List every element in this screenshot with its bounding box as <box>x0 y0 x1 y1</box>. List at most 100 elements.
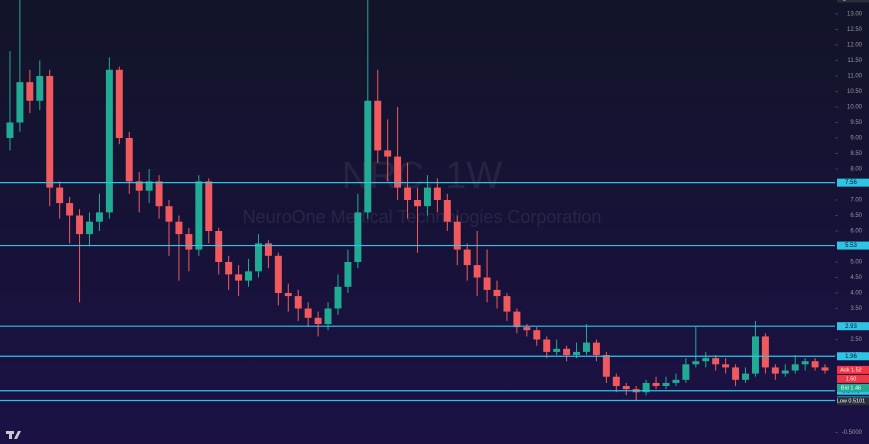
candle-body <box>801 361 809 365</box>
price-badge-label: Bid 1.46 <box>841 385 861 391</box>
y-tick-label: 10.50 <box>847 89 863 95</box>
y-tick-label: 6.00 <box>850 229 862 235</box>
candle-body <box>414 199 421 207</box>
candle-body <box>503 296 511 312</box>
candle-body <box>672 379 680 383</box>
candle-body <box>354 212 362 262</box>
candle-body <box>493 289 501 297</box>
price-badge <box>837 383 869 392</box>
candle-body <box>602 355 610 377</box>
candle-body <box>16 82 24 123</box>
candle-body <box>443 199 451 222</box>
candle-body <box>732 367 740 380</box>
candle-body <box>344 261 352 287</box>
level-label: 5.53 <box>845 243 857 249</box>
candle-body <box>453 221 461 250</box>
candle-body <box>513 311 521 328</box>
y-tick-label: 9.50 <box>850 120 862 126</box>
candle-body <box>135 181 143 191</box>
candle-body <box>662 382 670 387</box>
y-tick-label: 8.50 <box>850 151 862 157</box>
candle-body <box>592 342 600 356</box>
candle-body <box>284 293 292 297</box>
y-tick-label: 3.50 <box>850 306 862 312</box>
candle-body <box>145 181 153 191</box>
candle-body <box>573 351 581 356</box>
candle-body <box>254 243 262 272</box>
level-badge <box>837 241 869 250</box>
candle-body <box>394 156 402 188</box>
candle-body <box>205 181 213 231</box>
candle-body <box>433 187 441 200</box>
candle-body <box>702 358 710 362</box>
level-badge <box>837 178 869 187</box>
candle-body <box>235 274 243 281</box>
candle-body <box>185 234 193 250</box>
price-badge-label: High 13.50 <box>838 0 865 2</box>
candle-body <box>324 308 332 325</box>
candle-body <box>76 215 84 235</box>
y-tick-label: 11.00 <box>847 74 862 80</box>
y-tick-label: 6.50 <box>850 213 862 219</box>
candle-body <box>105 69 113 213</box>
candle-body <box>533 330 541 340</box>
price-badge-label: Ask 1.52 <box>840 367 861 373</box>
candle-body <box>225 261 233 275</box>
candle-body <box>463 249 471 266</box>
candle-body <box>36 75 44 101</box>
y-tick-label: 12.50 <box>847 27 863 33</box>
candle-body <box>811 361 819 368</box>
tv-logo <box>6 431 21 439</box>
candle-body <box>682 364 690 380</box>
candle-body <box>334 286 342 309</box>
candle-body <box>264 243 272 256</box>
level-badge <box>837 322 869 331</box>
y-tick-label: 11.50 <box>847 58 862 64</box>
candle-body <box>582 342 590 352</box>
level-label: 1.96 <box>845 354 857 360</box>
watermark-subtitle: NeuroOne Medical Technologies Corporatio… <box>243 207 602 227</box>
price-badge <box>837 397 869 406</box>
candle-body <box>652 382 660 387</box>
candle-body <box>751 336 759 374</box>
candle-body <box>722 364 730 368</box>
y-tick-label: 5.00 <box>850 260 862 266</box>
candle-body <box>712 358 720 365</box>
candle-body <box>771 367 779 374</box>
y-tick-label: 10.00 <box>847 105 863 111</box>
candle-body <box>523 327 531 331</box>
price-badge-label: 1.50 <box>846 376 857 382</box>
y-tick-label: 13.00 <box>847 12 863 18</box>
candle-body <box>543 339 551 352</box>
candle-body <box>314 317 322 325</box>
candle-body <box>742 373 749 380</box>
candle-body <box>374 100 382 151</box>
candle-body <box>781 370 789 374</box>
candle-body <box>86 221 93 235</box>
candle-body <box>563 348 571 356</box>
candle-body <box>175 221 183 235</box>
candle-body <box>274 255 282 294</box>
candle-body <box>473 265 481 278</box>
price-badge-label: Low 0.5101 <box>837 399 865 405</box>
candle-body <box>553 348 561 352</box>
candle-body <box>384 150 392 157</box>
candle-body <box>165 206 173 222</box>
y-tick-label: -0.5000 <box>842 430 863 436</box>
candle-body <box>761 336 769 368</box>
candle-body <box>821 367 829 371</box>
price-badge <box>837 374 869 383</box>
y-tick-label: 2.50 <box>850 337 862 343</box>
y-tick-label: 12.00 <box>847 43 863 49</box>
candle-body <box>304 308 312 318</box>
y-tick-label: 9.00 <box>850 136 862 142</box>
candle-body <box>692 361 700 365</box>
level-label: 7.56 <box>845 180 857 186</box>
level-label: 2.93 <box>845 324 857 330</box>
candle-body <box>423 187 431 207</box>
price-badge <box>837 0 869 3</box>
candle-body <box>791 364 799 371</box>
candle-body <box>622 386 630 390</box>
